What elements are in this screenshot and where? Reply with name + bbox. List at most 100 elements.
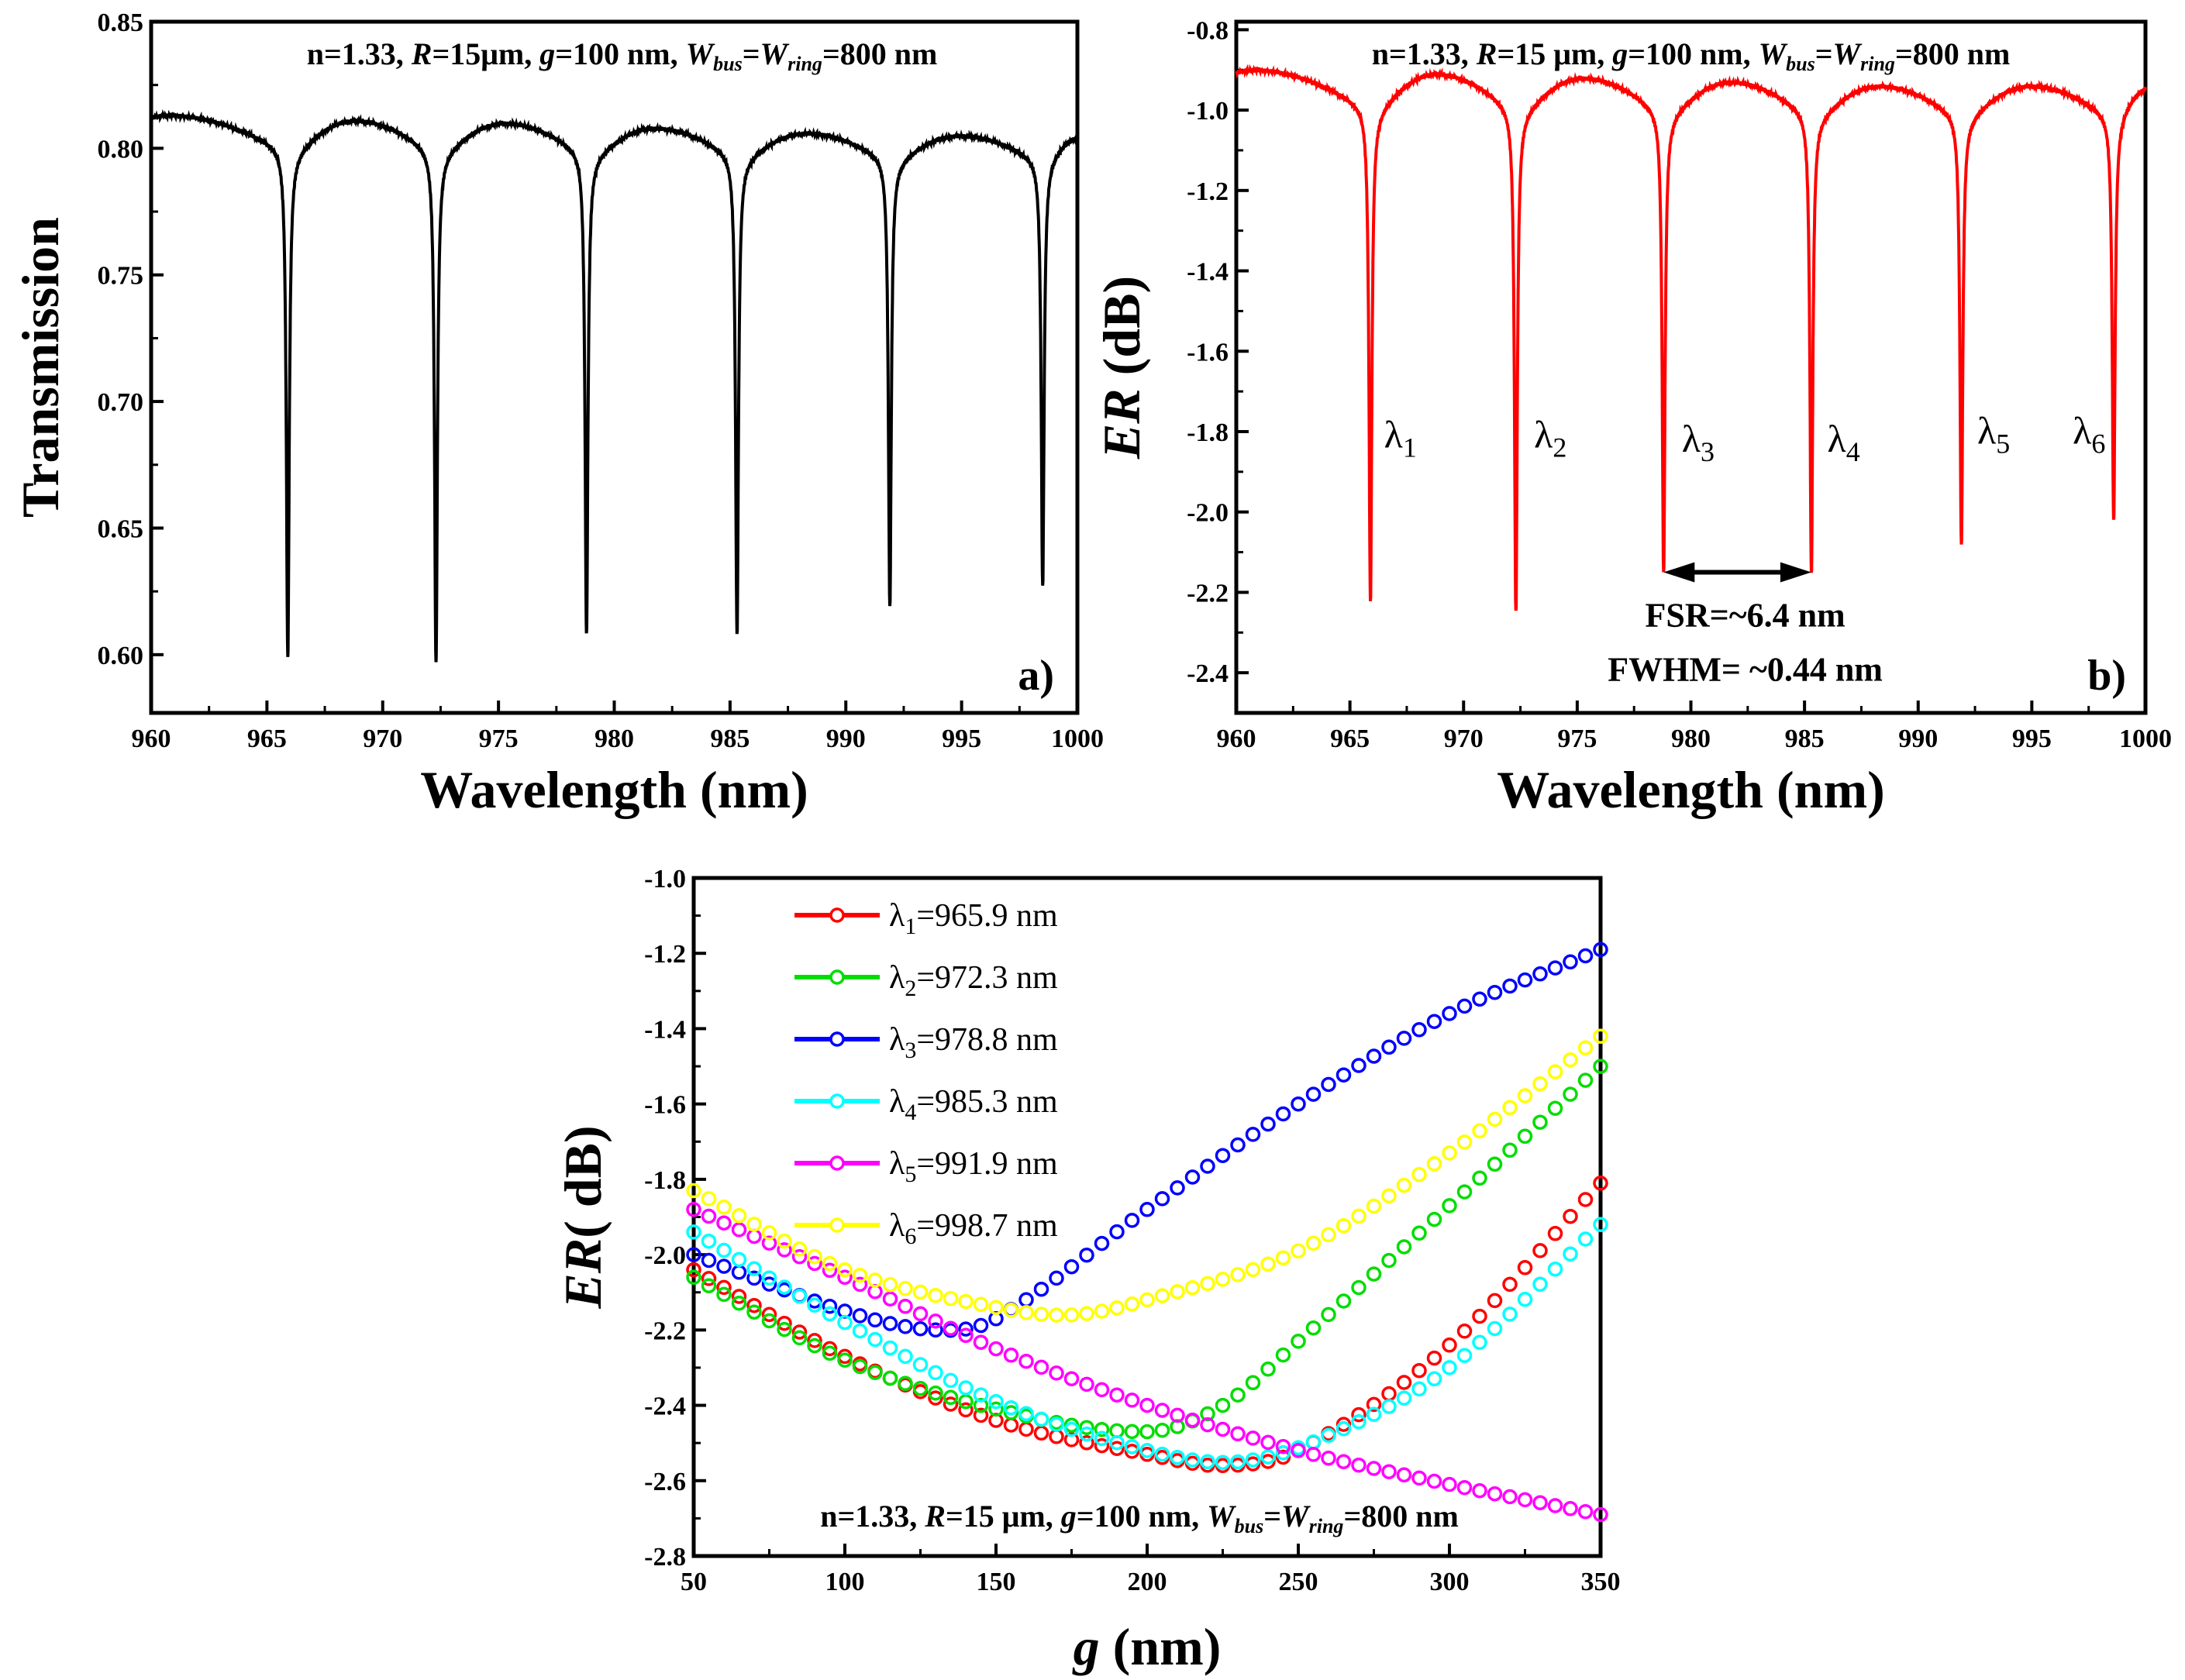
panel-c-point [1351,1279,1366,1296]
panel-c-point [1124,1439,1140,1455]
panel-c-point [928,1287,943,1303]
panel-c-point [1593,1506,1608,1523]
panel-c-point [761,1313,777,1329]
panel-c-point [898,1375,913,1392]
panel-c-point [822,1345,838,1362]
panel-c-point [958,1293,974,1310]
panel-c-point [1018,1353,1034,1369]
panel-a-y-tick-label: 0.80 [98,135,144,164]
panel-c-point [1109,1434,1125,1451]
panel-c-point [1472,1334,1487,1351]
panel-c-point [867,1331,883,1348]
panel-c-point [1049,1429,1064,1444]
panel-c-point [988,1401,1004,1417]
panel-c-point [1487,984,1503,1000]
panel-c-point [1139,1202,1155,1217]
panel-c-point [1517,1292,1533,1307]
panel-a-x-tick-label: 960 [132,725,171,753]
panel-c-point [1517,1088,1533,1103]
panel-c-point [1426,1156,1442,1172]
panel-c-point [1245,1452,1261,1468]
legend-entry-3: λ3=978.8 nm [889,1022,1058,1063]
panel-c-point [958,1380,974,1396]
panel-c-point [761,1225,777,1241]
panel-b-fwhm-text: FWHM= ~0.44 nm [1608,650,1883,688]
panel-c-series-lambda-6 [686,1028,1608,1323]
panel-c-point [791,1288,808,1304]
panel-c-point [1154,1288,1170,1303]
panel-c-point [1184,1452,1201,1468]
panel-c-point [1411,1470,1427,1486]
panel-c-point [1547,1226,1563,1241]
panel-c-point [1517,972,1533,988]
panel-c-point [807,1255,822,1272]
panel-c-point [701,1191,717,1207]
panel-c-point [1532,1114,1548,1130]
panel-c-point [1532,966,1548,982]
panel-c-point [1563,1208,1578,1224]
panel-c-point [867,1272,883,1288]
legend-marker-5 [829,1155,845,1171]
panel-c-point [1154,1403,1170,1418]
panel-b-y-tick-label: -2.2 [1187,579,1229,608]
panel-b-x-tick-label: 985 [1785,725,1825,753]
panel-c-point [973,1334,989,1350]
panel-c-point [761,1270,777,1286]
panel-a-y-axis-label: Transmission [11,217,70,518]
panel-c-point [1275,1106,1291,1122]
panel-b-label: b) [2087,652,2126,700]
panel-c-point [1366,1406,1382,1422]
panel-c-point [716,1286,732,1303]
panel-c-point [1335,1454,1352,1469]
panel-c-point [1003,1303,1019,1318]
panel-a-x-tick-label: 965 [247,725,287,753]
panel-c-y-tick-label: -2.6 [644,1468,686,1496]
panel-c-point [731,1222,747,1238]
panel-c-point [837,1269,853,1286]
panel-a-x-tick-label: 980 [594,725,634,753]
panel-c-point [1230,1387,1246,1403]
panel-c-point [1321,1076,1336,1093]
panel-c-point [1215,1272,1231,1287]
panel-c-point [1049,1365,1064,1381]
panel-c-point [822,1298,838,1314]
panel-c-point [1200,1275,1215,1292]
panel-b-x-tick-label: 995 [2012,725,2052,753]
panel-c-point [761,1306,777,1323]
panel-c-y-tick-label: -2.0 [644,1241,686,1270]
panel-c-point [1502,1100,1518,1116]
panel-c-series-lambda-1 [686,1176,1608,1474]
panel-b-er-line [1235,64,2147,611]
panel-c-point [1003,1405,1019,1420]
panel-c-point [1366,1461,1382,1476]
panel-c-point [746,1261,762,1277]
panel-c-point [943,1396,959,1412]
panel-c-point [852,1323,868,1339]
panel-c-point [837,1314,853,1331]
panel-c-point [1577,1192,1594,1207]
panel-c-point [1109,1441,1125,1456]
panel-b-y-tick-label: -1.2 [1187,177,1229,206]
panel-a-transmission-chart: 960 965 970 975 980 985 990 995 1000 0.60 0.65 0.70… [11,9,1104,819]
panel-c-series-lambda-3 [686,942,1608,1338]
panel-c-point [912,1284,929,1300]
panel-c-point [731,1265,747,1280]
panel-c-point [988,1300,1004,1315]
panel-c-point [716,1242,732,1258]
panel-c-point [912,1306,929,1322]
panel-c-point [1563,1052,1578,1068]
panel-c-point [1215,1421,1231,1437]
panel-c-point [1426,1014,1442,1029]
panel-c-point [1442,1145,1457,1161]
panel-c-point [1321,1427,1336,1444]
panel-c-point [1305,1235,1322,1251]
panel-c-point [1170,1407,1185,1424]
panel-a-transmission-line [150,108,1079,663]
panel-c-point [777,1321,792,1337]
panel-c-y-tick-label: -2.2 [644,1317,686,1345]
panel-c-point [958,1402,974,1418]
panel-c-point [837,1262,853,1278]
panel-c-point [686,1202,701,1217]
panel-c-point [1456,1348,1473,1363]
